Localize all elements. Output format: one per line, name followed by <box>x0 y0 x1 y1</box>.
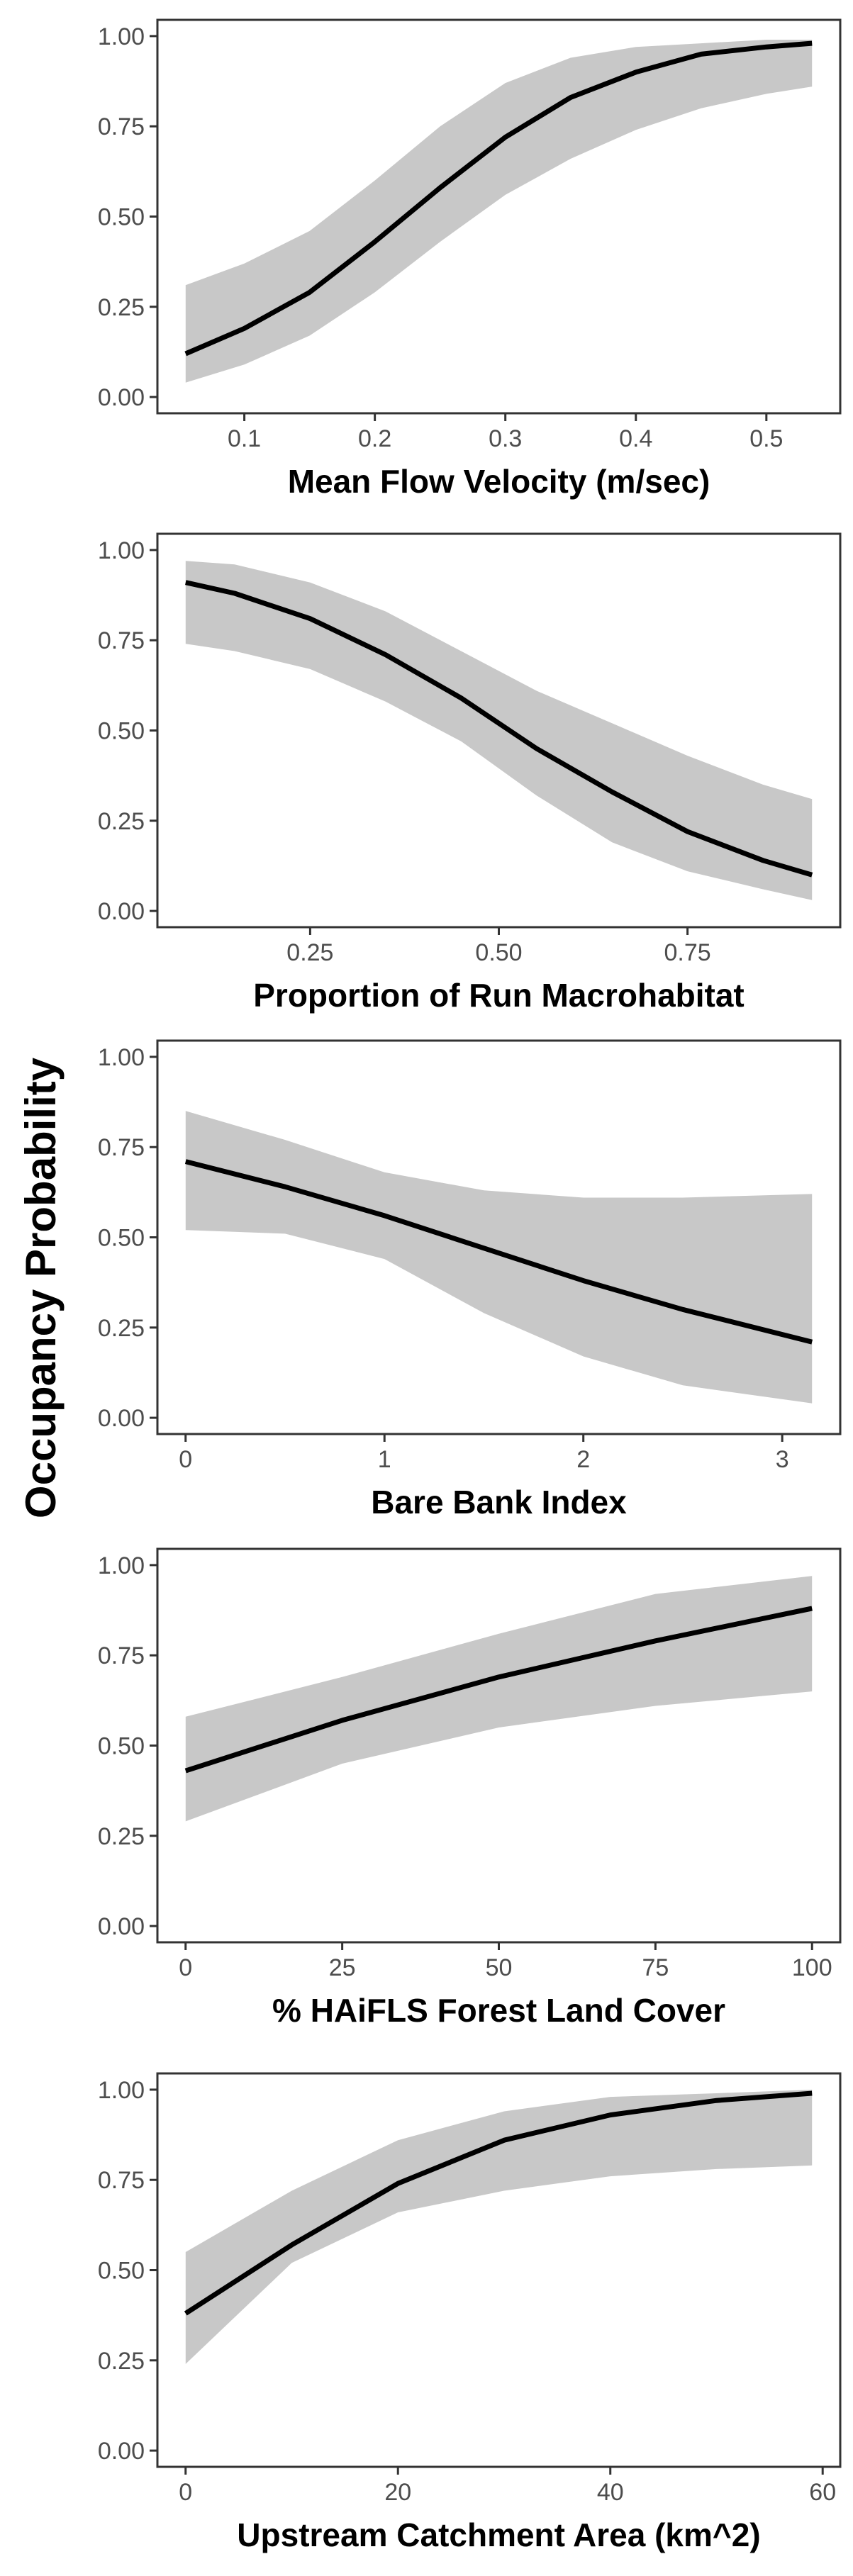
x-axis-label: Proportion of Run Macrohabitat <box>253 977 745 1014</box>
y-tick-label: 0.50 <box>98 204 145 231</box>
x-tick-label: 0.3 <box>489 425 522 452</box>
x-tick-label: 0.5 <box>749 425 783 452</box>
x-tick-label: 0.4 <box>619 425 652 452</box>
y-tick-label: 0.00 <box>98 898 145 925</box>
x-tick-label: 0 <box>179 1954 192 1981</box>
panel-3: 0.00 0.25 0.50 0.75 1.00 0 1 2 3 Bare Bank Index <box>98 1039 842 1521</box>
panel-5: 0.00 0.25 0.50 0.75 1.00 0 20 40 60 Upstream Catc… <box>98 2072 842 2553</box>
panel-1: 0.00 0.25 0.50 0.75 1.00 0.1 0.2 0.3 0.4 0.5 Mean … <box>98 18 842 500</box>
confidence-band <box>185 1111 813 1404</box>
x-tick-label: 20 <box>384 2479 411 2506</box>
x-axis-label: Bare Bank Index <box>371 1484 627 1521</box>
confidence-band <box>185 40 813 383</box>
confidence-band <box>185 561 813 900</box>
x-axis-label: Upstream Catchment Area (km^2) <box>237 2516 760 2553</box>
x-tick-label: 0 <box>179 2479 192 2506</box>
y-tick-label: 1.00 <box>98 1552 145 1579</box>
y-tick-label: 0.00 <box>98 2438 145 2465</box>
x-tick-label: 75 <box>642 1954 669 1981</box>
y-tick-label: 0.00 <box>98 1405 145 1432</box>
x-tick-label: 100 <box>792 1954 832 1981</box>
x-axis-label: Mean Flow Velocity (m/sec) <box>288 463 710 500</box>
y-tick-label: 1.00 <box>98 537 145 564</box>
x-tick-label: 3 <box>776 1446 789 1473</box>
y-tick-label: 0.25 <box>98 1823 145 1850</box>
y-tick-label: 0.50 <box>98 2258 145 2285</box>
y-tick-label: 0.75 <box>98 1134 145 1161</box>
x-tick-label: 1 <box>378 1446 391 1473</box>
panel-4: 0.00 0.25 0.50 0.75 1.00 0 25 50 75 100 % HAiFLS F… <box>98 1547 842 2029</box>
x-tick-label: 0.50 <box>475 939 522 966</box>
y-axis-label: Occupancy Probability <box>17 1057 65 1518</box>
x-tick-label: 0 <box>179 1446 192 1473</box>
panel-2: 0.00 0.25 0.50 0.75 1.00 0.25 0.50 0.75 Proporti… <box>98 532 842 1014</box>
y-tick-label: 0.00 <box>98 384 145 411</box>
panels: 0.00 0.25 0.50 0.75 1.00 0.1 0.2 0.3 0.4 0.5 Mean … <box>98 18 842 2553</box>
y-tick-label: 0.75 <box>98 113 145 140</box>
y-tick-label: 0.50 <box>98 1733 145 1760</box>
y-tick-label: 0.25 <box>98 808 145 835</box>
x-axis-label: % HAiFLS Forest Land Cover <box>272 1992 725 2029</box>
y-tick-label: 1.00 <box>98 23 145 50</box>
y-tick-label: 0.75 <box>98 2167 145 2194</box>
x-tick-label: 0.2 <box>358 425 391 452</box>
x-tick-label: 25 <box>329 1954 356 1981</box>
x-tick-label: 0.1 <box>228 425 261 452</box>
confidence-band <box>185 2089 813 2364</box>
x-tick-label: 0.25 <box>286 939 333 966</box>
fit-line <box>185 580 813 878</box>
x-tick-label: 2 <box>576 1446 590 1473</box>
y-tick-label: 1.00 <box>98 2077 145 2104</box>
y-tick-label: 0.25 <box>98 1315 145 1342</box>
x-tick-label: 60 <box>809 2479 836 2506</box>
x-tick-label: 50 <box>486 1954 513 1981</box>
y-tick-label: 0.75 <box>98 1642 145 1669</box>
y-tick-label: 0.00 <box>98 1913 145 1940</box>
y-tick-label: 0.50 <box>98 1225 145 1252</box>
confidence-band <box>185 1576 813 1822</box>
x-tick-label: 0.75 <box>664 939 711 966</box>
y-tick-label: 0.25 <box>98 294 145 321</box>
y-tick-label: 0.75 <box>98 627 145 654</box>
y-tick-label: 0.25 <box>98 2348 145 2375</box>
x-tick-label: 40 <box>597 2479 624 2506</box>
y-tick-label: 1.00 <box>98 1044 145 1071</box>
y-tick-label: 0.50 <box>98 718 145 745</box>
